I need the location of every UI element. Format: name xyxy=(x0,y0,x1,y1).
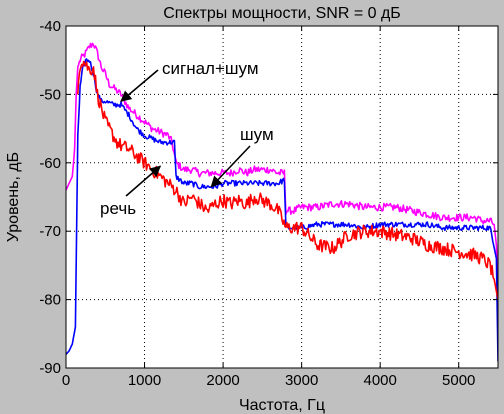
ticks: 0 1000 2000 3000 4000 5000 -90 -80 -70 -60 -50 -40 xyxy=(39,18,498,389)
y-tick-label: -60 xyxy=(39,155,61,172)
y-axis-label: Уровень, дБ xyxy=(5,152,22,242)
series-group xyxy=(66,42,498,362)
x-tick-label: 1000 xyxy=(128,372,161,389)
y-tick-label: -40 xyxy=(39,18,61,35)
annotation-label-noise: шум xyxy=(240,125,274,144)
series-line-mix xyxy=(66,42,498,293)
y-tick-label: -90 xyxy=(39,360,61,377)
annotation-arrow-noise xyxy=(210,145,251,188)
annotation-label-speech: речь xyxy=(100,199,136,218)
annotations: сигнал+шум шум речь xyxy=(100,59,274,218)
x-tick-label: 2000 xyxy=(206,372,239,389)
x-tick-label: 3000 xyxy=(285,372,318,389)
x-tick-label: 4000 xyxy=(363,372,396,389)
y-tick-label: -70 xyxy=(39,223,61,240)
y-tick-label: -80 xyxy=(39,292,61,309)
series-line-speech xyxy=(77,60,498,300)
x-tick-label: 5000 xyxy=(442,372,475,389)
chart-title: Спектры мощности, SNR = 0 дБ xyxy=(163,5,401,22)
annotation-arrow-speech xyxy=(125,165,162,197)
y-tick-label: -50 xyxy=(39,86,61,103)
x-tick-label: 0 xyxy=(62,372,70,389)
annotation-label-mix: сигнал+шум xyxy=(162,59,259,78)
axes-frame xyxy=(65,25,499,369)
x-axis-label: Частота, Гц xyxy=(239,397,325,414)
axes-background xyxy=(66,26,498,368)
annotation-arrow-mix xyxy=(120,69,159,102)
